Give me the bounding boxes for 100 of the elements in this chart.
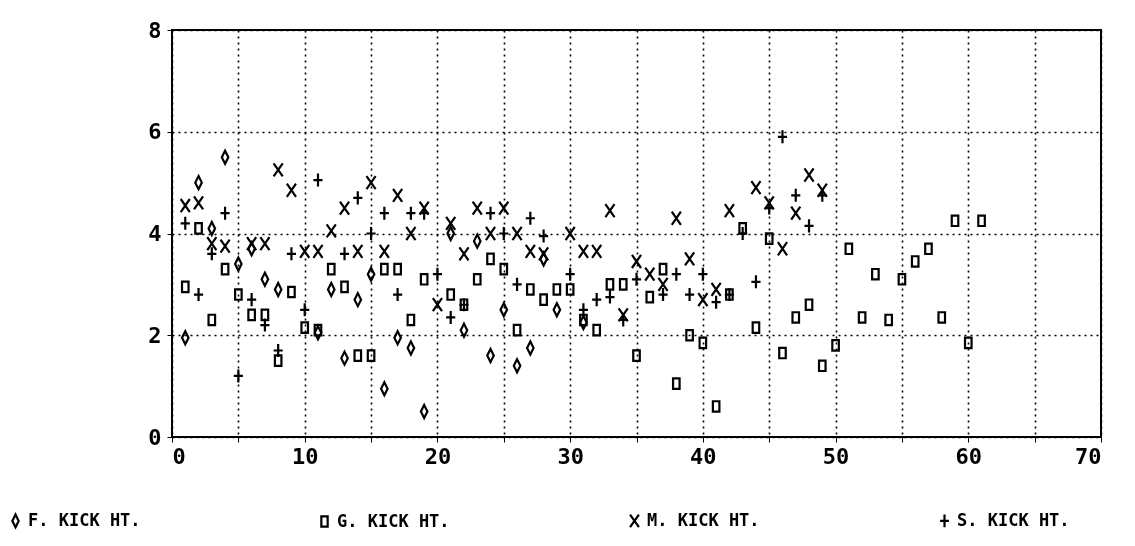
point	[817, 359, 827, 373]
point	[577, 243, 590, 259]
point	[445, 215, 457, 231]
point	[273, 354, 283, 367]
point	[937, 311, 947, 324]
point	[511, 276, 523, 292]
point	[458, 246, 470, 262]
point	[313, 323, 323, 337]
point	[326, 262, 336, 276]
point	[790, 187, 802, 203]
point	[299, 243, 311, 259]
point	[378, 243, 391, 259]
point	[338, 200, 351, 216]
point	[366, 349, 376, 362]
legend-label: G. KICK HT.	[337, 510, 450, 531]
point	[219, 238, 231, 254]
point	[776, 241, 789, 257]
point	[405, 205, 417, 221]
point	[272, 162, 284, 178]
point	[763, 195, 775, 211]
point	[206, 236, 218, 252]
x-tick-label: 0	[172, 443, 186, 469]
point	[630, 271, 643, 287]
point	[683, 251, 696, 267]
point	[446, 288, 456, 301]
point	[670, 210, 682, 226]
point	[312, 243, 324, 259]
x-tick-label: 60	[955, 443, 983, 469]
point	[565, 283, 575, 296]
point	[499, 262, 509, 276]
point	[537, 228, 550, 244]
point	[803, 218, 815, 234]
point	[950, 214, 960, 228]
point	[670, 266, 682, 282]
point	[299, 302, 311, 318]
point	[325, 223, 337, 239]
point	[419, 272, 429, 286]
point	[511, 225, 523, 242]
point	[353, 349, 363, 362]
point	[524, 243, 536, 259]
point	[378, 205, 391, 221]
point	[751, 321, 761, 334]
y-tick-label: 8	[148, 17, 162, 43]
point	[683, 286, 696, 303]
point	[512, 323, 522, 337]
point	[192, 195, 205, 211]
point	[260, 308, 270, 322]
point	[564, 225, 576, 242]
point	[272, 342, 284, 359]
point	[232, 368, 245, 384]
point	[207, 313, 217, 327]
point	[484, 205, 497, 221]
point	[525, 283, 535, 296]
point	[790, 205, 802, 221]
legend-label: F. KICK HT.	[28, 509, 141, 530]
point	[910, 255, 920, 268]
point	[764, 232, 774, 245]
point	[750, 180, 762, 196]
point	[552, 283, 562, 296]
point	[259, 317, 271, 333]
point	[352, 243, 364, 259]
point	[365, 175, 377, 191]
point	[884, 313, 894, 327]
point	[711, 400, 721, 413]
point	[391, 187, 404, 203]
y-tick-label: 2	[148, 322, 162, 348]
point	[418, 200, 430, 216]
point	[816, 182, 828, 198]
point	[592, 323, 602, 337]
point	[604, 202, 616, 219]
point	[484, 225, 497, 242]
point	[604, 289, 616, 305]
point	[312, 172, 324, 188]
point	[791, 311, 801, 324]
point	[803, 167, 815, 183]
legend-label: M. KICK HT.	[647, 509, 760, 530]
point	[644, 266, 656, 282]
point	[710, 281, 722, 298]
x-tick-label: 30	[557, 443, 584, 469]
point	[698, 336, 708, 350]
point	[365, 225, 377, 242]
point	[844, 242, 854, 256]
point	[338, 246, 351, 262]
point	[537, 246, 550, 262]
point	[645, 290, 655, 304]
point	[498, 200, 510, 216]
point	[564, 266, 576, 282]
y-tick-label: 4	[148, 221, 162, 246]
point	[431, 266, 444, 282]
x-tick-label: 70	[1075, 443, 1102, 469]
legend-label: S. KICK HT.	[957, 509, 1070, 530]
point	[591, 243, 603, 259]
point	[179, 197, 191, 214]
point	[379, 262, 389, 276]
point	[804, 298, 814, 312]
point	[472, 272, 482, 286]
point	[405, 225, 417, 242]
point	[431, 297, 444, 313]
point	[657, 286, 669, 303]
point	[630, 253, 643, 270]
